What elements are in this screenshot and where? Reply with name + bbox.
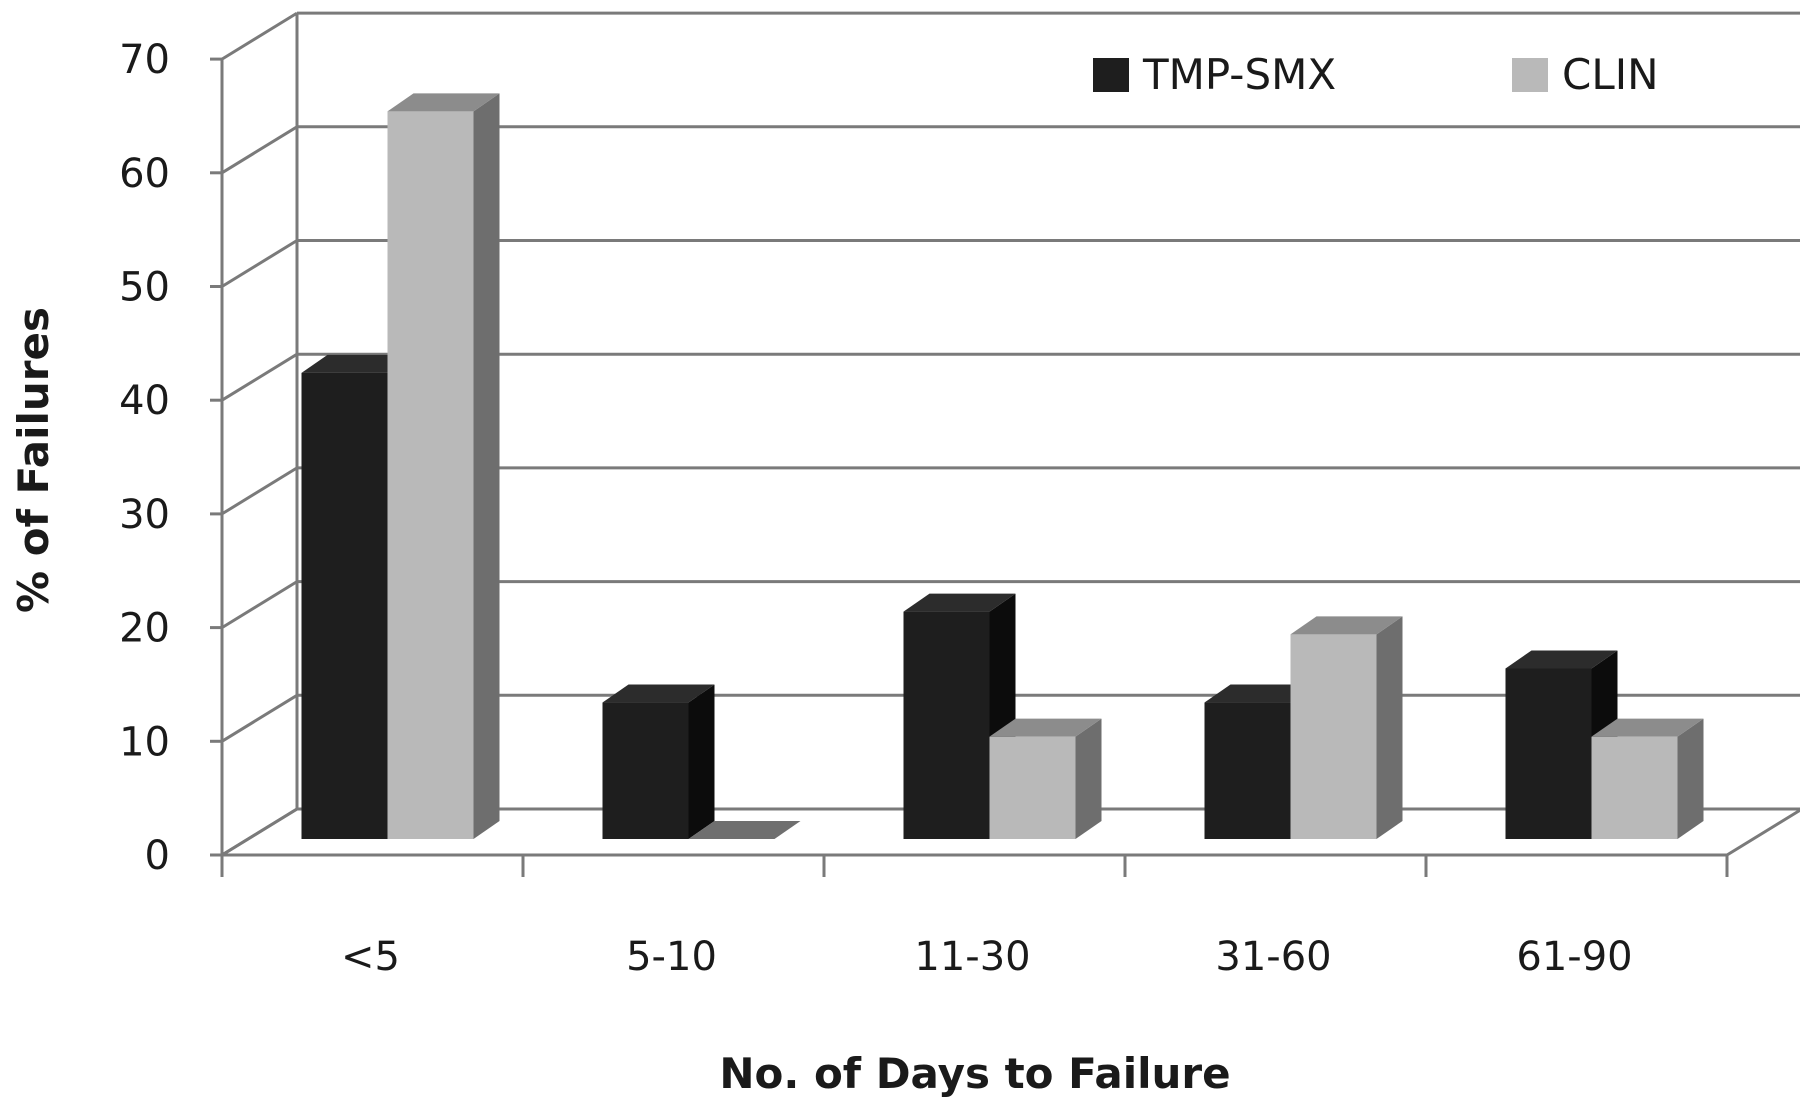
y-tick-label: 0 [145, 833, 170, 879]
y-tick-label: 60 [119, 151, 170, 197]
x-tick-label: 11-30 [914, 934, 1030, 980]
y-tick-label: 40 [119, 378, 170, 424]
legend: TMP-SMX CLIN [1093, 50, 1659, 99]
y-tick-label: 10 [119, 719, 170, 765]
axes [210, 57, 1729, 877]
bar-front [1505, 668, 1592, 839]
labels: 0 10 20 30 40 50 60 70 <5 5-10 11-30 31-60 61-90 No. … [9, 37, 1633, 1098]
bar-clin-3 [1290, 616, 1403, 839]
bar-side [1075, 718, 1102, 839]
bar-front [1204, 702, 1291, 839]
bar-clin-2 [989, 718, 1102, 839]
gridline-diagonal [221, 11, 298, 61]
x-tick-label: 31-60 [1215, 934, 1331, 980]
bar-top [301, 354, 414, 373]
x-tick-label: 5-10 [626, 934, 717, 980]
bars [301, 93, 1704, 839]
bar-side [1677, 718, 1704, 839]
bar-top [1505, 650, 1618, 669]
gridline-diagonal [221, 694, 298, 743]
bar-front [387, 111, 474, 839]
bar-top [1290, 616, 1403, 635]
bar-side [473, 93, 500, 839]
x-axis-title: No. of Days to Failure [719, 1049, 1230, 1098]
y-axis-title: % of Failures [9, 307, 58, 613]
bar-tmp-smx-4 [1505, 650, 1618, 839]
gridline-diagonal [221, 239, 298, 288]
gridline-diagonal [221, 125, 298, 175]
bar-front [1290, 634, 1377, 839]
bar-front [903, 611, 990, 839]
bar-clin-0 [387, 93, 500, 839]
bar-front [602, 702, 689, 839]
legend-label-1: CLIN [1562, 50, 1659, 99]
gridline-diagonal [221, 466, 298, 516]
x-tick-label: <5 [341, 934, 400, 980]
bar-front [1591, 736, 1678, 839]
y-tick-label: 70 [119, 37, 170, 83]
bar-front [301, 372, 388, 839]
legend-label-0: TMP-SMX [1142, 50, 1336, 99]
gridline-diagonal [221, 580, 298, 629]
bar-top [602, 684, 715, 703]
bar-top [1204, 684, 1317, 703]
bar-top [903, 593, 1016, 612]
gridline-diagonal [221, 807, 298, 857]
y-tick-label: 50 [119, 265, 170, 311]
legend-swatch-1 [1512, 58, 1548, 92]
bar-side [1376, 616, 1403, 839]
bar-clin-1 [688, 821, 801, 839]
bar-front [989, 736, 1076, 839]
bar-side [688, 684, 715, 839]
bar-tmp-smx-2 [903, 593, 1016, 839]
bar-top [1591, 718, 1704, 737]
bar-clin-4 [1591, 718, 1704, 839]
y-tick-label: 30 [119, 492, 170, 538]
bar-top [387, 93, 500, 112]
x-tick-label: 61-90 [1516, 934, 1632, 980]
bar-top [688, 821, 801, 839]
bar-tmp-smx-1 [602, 684, 715, 839]
bar-top [989, 718, 1102, 737]
gridline-diagonal [221, 352, 298, 402]
y-tick-label: 20 [119, 606, 170, 652]
legend-swatch-0 [1093, 58, 1129, 92]
